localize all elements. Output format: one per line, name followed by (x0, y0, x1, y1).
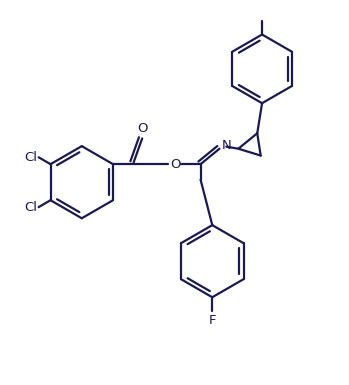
Text: Cl: Cl (24, 151, 37, 164)
Text: F: F (209, 314, 216, 327)
Text: N: N (222, 139, 232, 152)
Text: Cl: Cl (24, 201, 37, 214)
Text: O: O (137, 122, 147, 135)
Text: O: O (170, 158, 181, 171)
